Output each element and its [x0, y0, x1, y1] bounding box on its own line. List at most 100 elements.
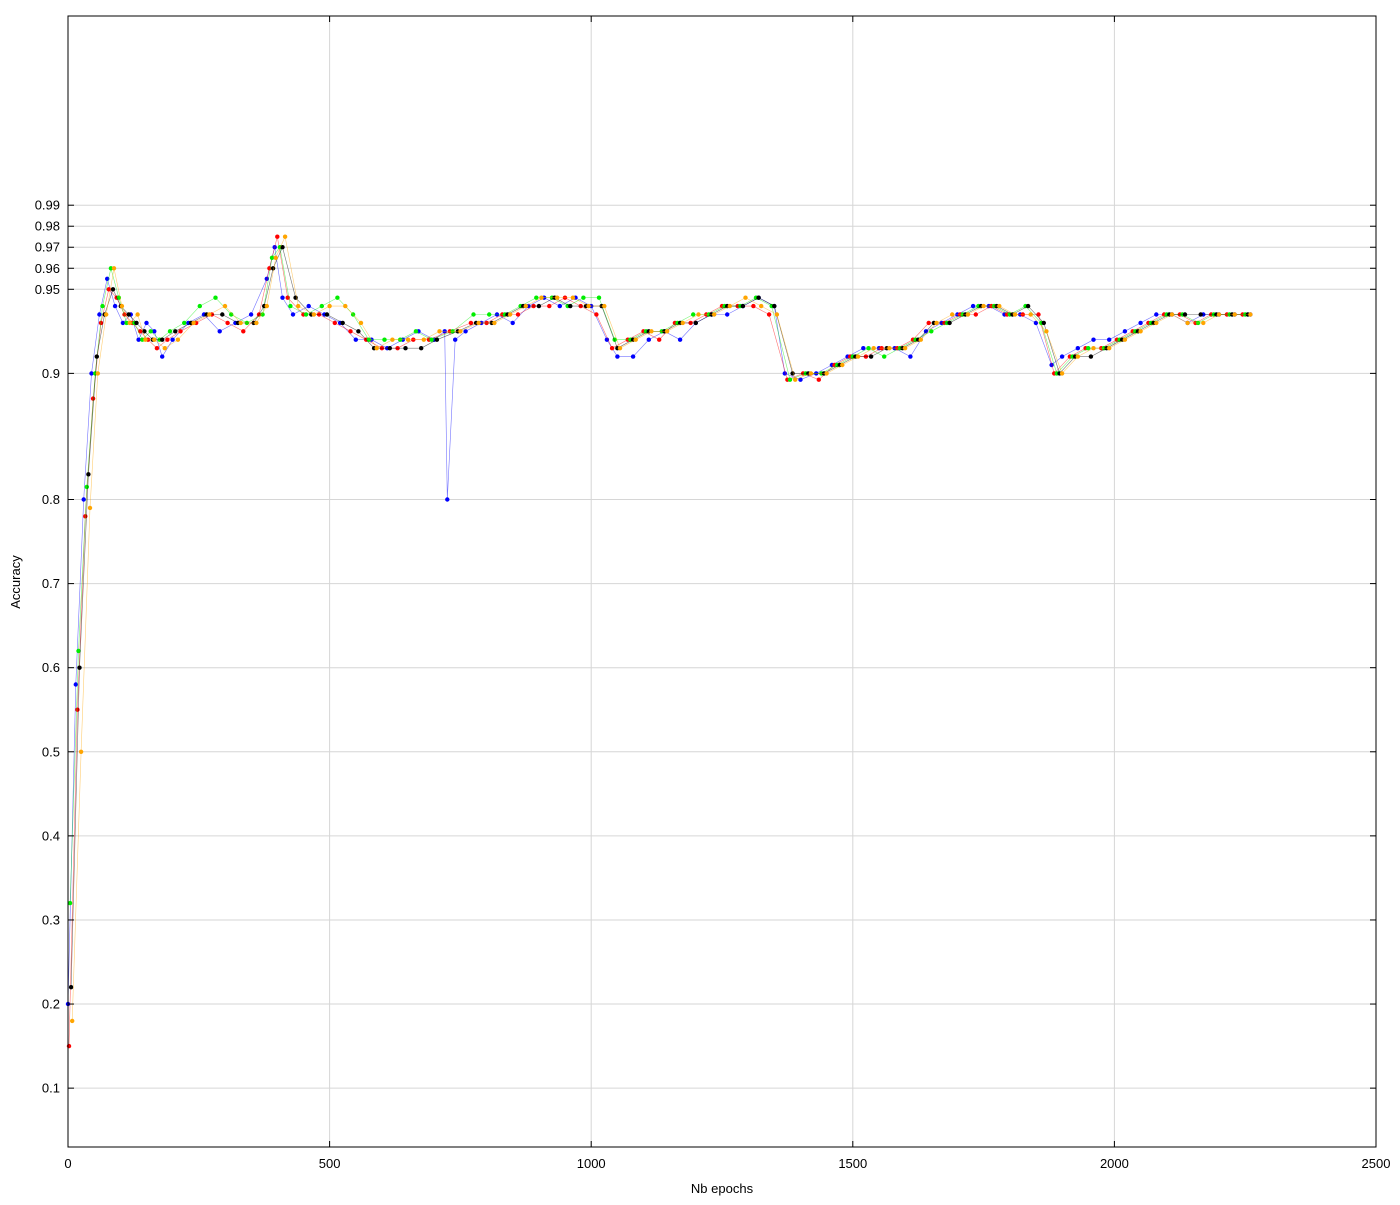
data-point: [759, 303, 764, 309]
y-tick-label: 0.98: [35, 219, 60, 234]
data-point: [997, 303, 1002, 309]
data-point: [691, 312, 696, 317]
data-point: [463, 329, 468, 334]
data-point: [609, 346, 615, 351]
data-point: [152, 337, 157, 342]
data-point: [434, 337, 440, 342]
data-point: [81, 497, 86, 502]
x-tick-label: 0: [64, 1156, 71, 1171]
data-point: [855, 354, 861, 359]
data-point: [311, 312, 317, 317]
data-point: [84, 484, 90, 490]
data-point: [630, 354, 636, 359]
data-point: [973, 312, 978, 317]
data-point: [264, 303, 269, 309]
data-point: [104, 312, 109, 317]
data-point: [1201, 320, 1206, 326]
data-point: [468, 320, 474, 326]
data-point: [476, 320, 481, 326]
data-point: [547, 303, 552, 309]
x-tick-label: 1000: [577, 1156, 606, 1171]
x-tick-label: 1500: [838, 1156, 867, 1171]
data-point: [774, 312, 780, 317]
data-point: [712, 312, 717, 317]
data-point: [160, 354, 165, 359]
data-point: [677, 337, 683, 342]
data-point: [270, 266, 276, 271]
data-point: [1075, 346, 1081, 351]
data-point: [87, 505, 93, 511]
x-tick-label: 500: [319, 1156, 341, 1171]
data-point: [222, 303, 228, 309]
data-point: [191, 320, 196, 326]
data-point: [152, 329, 157, 334]
y-tick-label: 0.4: [42, 828, 60, 843]
data-point: [756, 295, 761, 300]
data-point: [615, 354, 620, 359]
data-point: [112, 303, 118, 309]
data-point: [861, 346, 866, 351]
y-tick-label: 0.8: [42, 492, 60, 507]
data-point: [693, 320, 698, 326]
plot-frame: [67, 15, 1377, 1148]
data-point: [617, 346, 623, 351]
data-point: [1154, 320, 1159, 326]
data-point: [1154, 312, 1159, 317]
data-point: [887, 346, 892, 351]
data-point: [808, 371, 814, 376]
data-point: [1216, 312, 1222, 317]
data-point: [148, 329, 153, 334]
data-point: [471, 312, 476, 317]
data-point: [824, 371, 829, 376]
data-point: [280, 295, 285, 300]
data-point: [581, 295, 586, 300]
data-point: [135, 312, 140, 317]
data-point: [586, 303, 591, 309]
data-point: [126, 312, 131, 317]
data-point: [633, 337, 638, 342]
x-tick-label: 2000: [1100, 1156, 1129, 1171]
y-tick-label: 0.7: [42, 576, 60, 591]
data-point: [220, 312, 225, 317]
data-point: [1169, 312, 1175, 317]
data-point: [1041, 320, 1047, 326]
y-tick-label: 0.6: [42, 660, 60, 675]
data-point: [106, 287, 112, 292]
data-point: [594, 312, 599, 317]
data-point: [568, 303, 573, 309]
data-point: [557, 303, 562, 309]
data-point: [140, 337, 145, 342]
data-point: [260, 312, 265, 317]
data-point: [405, 337, 411, 342]
series-line: [70, 246, 1248, 988]
data-point: [816, 377, 821, 382]
data-point: [89, 371, 94, 376]
data-point: [539, 295, 544, 300]
data-point: [871, 346, 876, 351]
data-point: [766, 312, 772, 317]
data-point: [165, 337, 170, 342]
data-point: [134, 320, 139, 326]
data-point: [73, 682, 79, 687]
data-point: [340, 320, 345, 326]
data-point: [238, 320, 243, 326]
y-tick-label: 0.2: [42, 997, 60, 1012]
data-point: [97, 312, 102, 317]
data-point: [1036, 312, 1041, 317]
data-point: [429, 337, 434, 342]
data-point: [288, 303, 293, 309]
data-point: [273, 255, 278, 260]
data-point: [487, 312, 492, 317]
data-point: [646, 337, 651, 342]
data-point: [1088, 354, 1094, 359]
data-point: [229, 312, 234, 317]
y-tick-label: 0.3: [42, 912, 60, 927]
data-point: [555, 295, 560, 300]
data-point: [772, 303, 777, 309]
data-point: [1091, 337, 1096, 342]
data-point: [1012, 312, 1018, 317]
series-5: [70, 234, 1253, 1024]
data-point: [570, 295, 576, 300]
data-point: [248, 312, 254, 317]
